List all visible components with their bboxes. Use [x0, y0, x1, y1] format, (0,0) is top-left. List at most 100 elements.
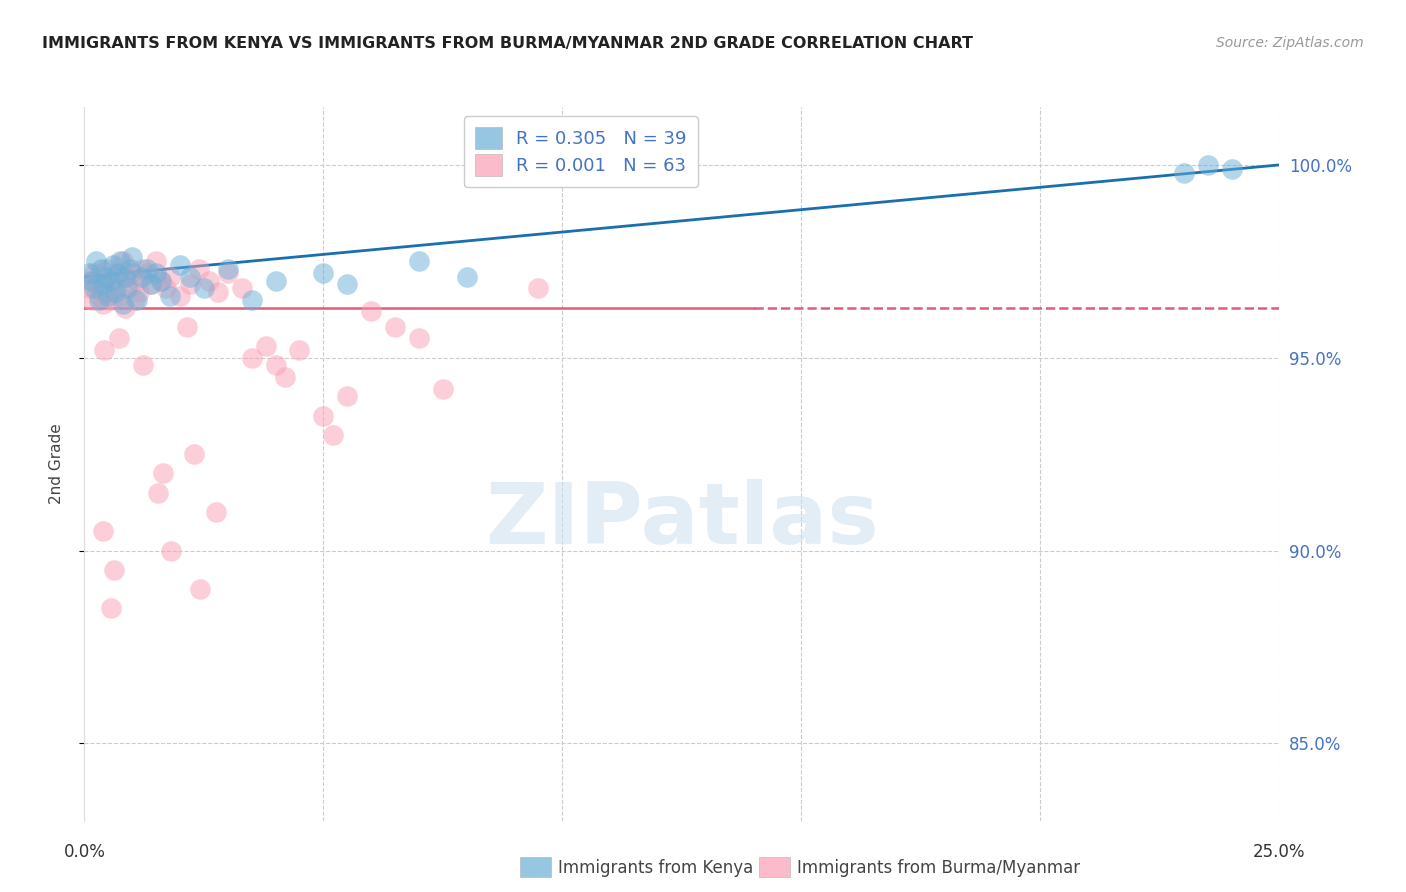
- Point: [1220, 161, 1243, 176]
- Point: [131, 262, 153, 277]
- Point: [145, 266, 167, 280]
- Point: [149, 274, 172, 288]
- Point: [217, 262, 239, 277]
- Point: [169, 289, 191, 303]
- Point: [207, 285, 229, 300]
- Point: [80, 274, 103, 288]
- Point: [179, 277, 201, 292]
- Point: [312, 266, 335, 280]
- Point: [288, 343, 311, 357]
- Point: [125, 293, 148, 307]
- Point: [312, 409, 335, 423]
- Point: [97, 285, 120, 300]
- Point: [408, 331, 430, 345]
- Point: [100, 274, 122, 288]
- Point: [117, 281, 139, 295]
- Point: [117, 269, 139, 284]
- Point: [131, 359, 153, 373]
- Point: [322, 428, 344, 442]
- Point: [80, 293, 103, 307]
- Point: [183, 447, 205, 461]
- Point: [90, 269, 112, 284]
- Point: [193, 281, 215, 295]
- Point: [149, 274, 172, 288]
- Point: [114, 301, 136, 315]
- Point: [110, 289, 132, 303]
- Point: [93, 343, 115, 357]
- Point: [188, 262, 211, 277]
- Point: [107, 266, 129, 280]
- Point: [97, 289, 120, 303]
- Point: [104, 281, 127, 295]
- Point: [107, 331, 129, 345]
- Point: [169, 258, 191, 272]
- Point: [432, 382, 454, 396]
- Point: [205, 505, 228, 519]
- Point: [336, 277, 359, 292]
- Point: [83, 266, 105, 280]
- Point: [83, 281, 105, 295]
- Point: [179, 269, 201, 284]
- Text: Immigrants from Kenya: Immigrants from Kenya: [558, 859, 754, 877]
- Point: [121, 251, 143, 265]
- Y-axis label: 2nd Grade: 2nd Grade: [49, 424, 63, 504]
- Point: [94, 262, 117, 277]
- Point: [131, 269, 153, 284]
- Point: [188, 582, 211, 597]
- Text: Source: ZipAtlas.com: Source: ZipAtlas.com: [1216, 36, 1364, 50]
- Point: [86, 254, 108, 268]
- Point: [456, 269, 478, 284]
- Point: [121, 266, 143, 280]
- Point: [93, 297, 115, 311]
- Point: [197, 274, 219, 288]
- Point: [264, 274, 287, 288]
- Point: [527, 281, 550, 295]
- Point: [110, 254, 132, 268]
- Point: [145, 254, 167, 268]
- Point: [100, 601, 122, 615]
- Point: [101, 274, 124, 288]
- Legend: R = 0.305   N = 39, R = 0.001   N = 63: R = 0.305 N = 39, R = 0.001 N = 63: [464, 116, 697, 187]
- Point: [77, 266, 100, 280]
- Point: [360, 304, 382, 318]
- Point: [254, 339, 277, 353]
- Point: [86, 277, 108, 292]
- Point: [141, 277, 163, 292]
- Point: [159, 269, 181, 284]
- Point: [76, 274, 98, 288]
- Point: [101, 258, 124, 272]
- Point: [90, 262, 112, 277]
- Point: [141, 277, 163, 292]
- Point: [87, 289, 110, 303]
- Point: [114, 269, 136, 284]
- Point: [336, 389, 359, 403]
- Text: Immigrants from Burma/Myanmar: Immigrants from Burma/Myanmar: [797, 859, 1080, 877]
- Point: [148, 485, 170, 500]
- Point: [77, 281, 100, 295]
- Point: [160, 543, 183, 558]
- Point: [1197, 158, 1219, 172]
- Point: [408, 254, 430, 268]
- Point: [87, 293, 110, 307]
- Point: [217, 266, 239, 280]
- Point: [274, 370, 297, 384]
- Point: [135, 262, 157, 277]
- Point: [240, 293, 263, 307]
- Text: ZIPatlas: ZIPatlas: [485, 479, 879, 563]
- Point: [159, 289, 181, 303]
- Point: [240, 351, 263, 365]
- Point: [128, 285, 150, 300]
- Text: IMMIGRANTS FROM KENYA VS IMMIGRANTS FROM BURMA/MYANMAR 2ND GRADE CORRELATION CHA: IMMIGRANTS FROM KENYA VS IMMIGRANTS FROM…: [42, 36, 973, 51]
- Point: [111, 254, 134, 268]
- Point: [264, 359, 287, 373]
- Point: [135, 266, 157, 280]
- Point: [107, 266, 129, 280]
- Point: [91, 524, 114, 539]
- Point: [111, 297, 134, 311]
- Point: [125, 274, 148, 288]
- Point: [118, 281, 141, 295]
- Point: [155, 281, 177, 295]
- Point: [103, 563, 125, 577]
- Point: [152, 467, 174, 481]
- Point: [124, 293, 146, 307]
